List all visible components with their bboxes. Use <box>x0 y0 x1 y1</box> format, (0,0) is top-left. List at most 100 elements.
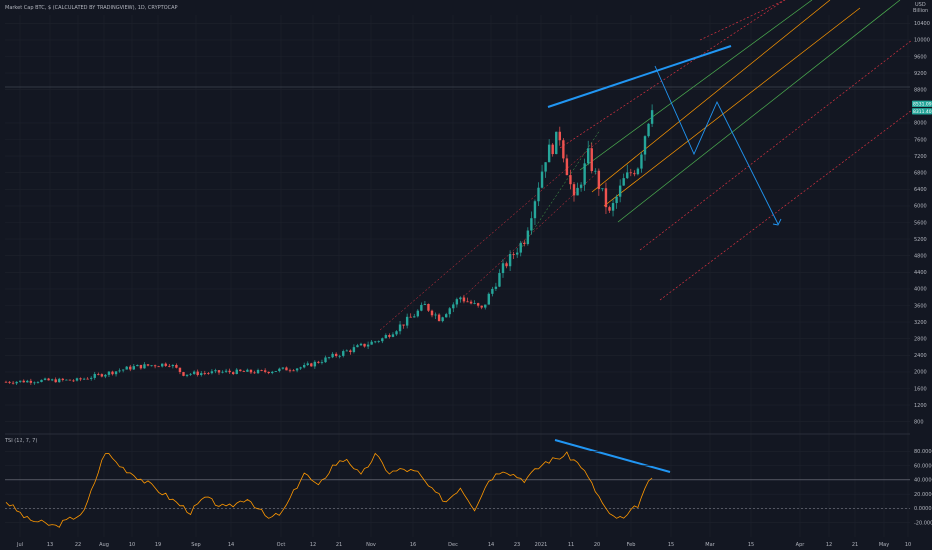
candle-body <box>395 331 398 335</box>
candle-body <box>153 365 157 367</box>
candle-body <box>576 187 579 196</box>
candle-body <box>235 369 238 374</box>
candle-body <box>61 378 64 380</box>
channel-drawings <box>379 0 913 331</box>
candle-body <box>118 370 121 372</box>
candle-body <box>501 263 505 274</box>
price-badge <box>912 108 932 115</box>
currency-label: USD <box>915 2 926 8</box>
time-tick-label: 10 <box>129 542 135 548</box>
candle-body <box>285 367 288 371</box>
candle-body <box>306 363 309 366</box>
candle-body <box>107 371 111 375</box>
candle-body <box>125 366 128 370</box>
candle-body <box>405 316 409 326</box>
candle-body <box>82 378 86 380</box>
price-tick-label: 9200 <box>914 71 927 77</box>
candle-body <box>629 172 632 174</box>
tsi-tick-label: 20.0000 <box>914 492 932 498</box>
candle-body <box>445 314 448 318</box>
candle-body <box>423 303 427 305</box>
candle-body <box>498 273 501 287</box>
resistance-trendline <box>547 45 732 108</box>
candle-body <box>256 370 260 374</box>
candle-body <box>271 371 274 374</box>
price-badge <box>912 100 932 108</box>
candle-body <box>640 154 643 169</box>
candle-body <box>402 324 405 326</box>
candle-body <box>519 242 522 253</box>
candle-body <box>260 370 263 371</box>
candle-body <box>345 350 348 352</box>
candle-body <box>90 377 93 379</box>
channel-line <box>591 0 831 193</box>
candle-body <box>4 381 8 383</box>
price-tick-label: 800 <box>914 420 924 426</box>
candle-body <box>40 379 43 383</box>
candle-body <box>75 378 79 381</box>
candle-body <box>537 187 540 202</box>
time-tick-label: 22 <box>75 542 81 548</box>
candle-body <box>384 335 388 339</box>
candle-body <box>58 378 61 383</box>
tsi-tick-label: -20.0000 <box>914 521 932 527</box>
candle-body <box>161 363 164 367</box>
price-badge-label: 8311.40 <box>913 109 932 115</box>
annotation-drawings <box>547 45 782 473</box>
price-badge-label: 8531.09B <box>913 102 932 108</box>
candle-body <box>129 366 132 370</box>
channel-line <box>639 39 913 251</box>
candle-body <box>476 303 480 306</box>
tsi-divergence-trendline <box>554 439 671 473</box>
price-tick-label: 3600 <box>914 303 927 309</box>
candle-body <box>33 382 36 384</box>
candle-body <box>274 371 277 372</box>
time-tick-label: 14 <box>488 542 494 548</box>
candle-body <box>72 380 75 382</box>
candle-body <box>267 371 270 374</box>
candle-body <box>22 380 25 383</box>
candle-body <box>114 371 118 375</box>
candle-body <box>533 201 537 219</box>
time-tick-label: 15 <box>748 542 754 548</box>
candle-body <box>175 365 178 368</box>
candle-body <box>192 371 196 374</box>
candle-body <box>473 303 476 304</box>
price-tick-label: 7600 <box>914 137 927 143</box>
candle-body <box>420 304 423 311</box>
time-tick-label: 13 <box>47 542 53 548</box>
candle-body <box>370 341 373 345</box>
candle-body <box>100 374 104 377</box>
candle-body <box>313 361 317 367</box>
time-tick-label: Dec <box>448 542 458 548</box>
time-tick-label: 21 <box>336 542 342 548</box>
price-tick-label: 5200 <box>914 237 927 243</box>
candle-body <box>143 364 146 369</box>
projection-path <box>654 65 779 225</box>
candle-body <box>157 366 160 368</box>
tsi-line <box>5 451 653 528</box>
candle-body <box>79 378 82 380</box>
candle-body <box>132 366 135 370</box>
time-tick-label: Oct <box>277 542 286 548</box>
candle-body <box>540 171 544 188</box>
time-tick-label: 16 <box>410 542 416 548</box>
candle-body <box>398 324 402 332</box>
candle-body <box>292 370 295 372</box>
candle-body <box>111 371 114 375</box>
candle-body <box>349 350 352 353</box>
candle-body <box>494 286 498 289</box>
candle-body <box>416 310 419 317</box>
time-tick-label: Nov <box>366 542 376 548</box>
price-tick-label: 4400 <box>914 270 927 276</box>
candle-body <box>203 373 206 374</box>
candle-body <box>303 365 306 368</box>
candle-body <box>214 370 217 372</box>
candle-body <box>434 314 437 316</box>
candle-body <box>544 162 547 172</box>
price-tick-label: 1200 <box>914 403 927 409</box>
price-tick-label: 3200 <box>914 320 927 326</box>
candle-body <box>611 203 615 211</box>
